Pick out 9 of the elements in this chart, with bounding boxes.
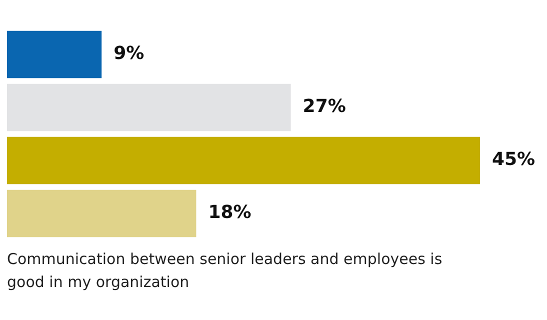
data-label: 45% — [492, 149, 536, 170]
bar — [7, 136, 480, 184]
data-label: 9% — [114, 43, 144, 64]
data-label: 18% — [208, 202, 252, 224]
bar — [7, 30, 102, 78]
bar — [7, 190, 196, 238]
data-label: 27% — [302, 96, 346, 118]
bar — [7, 84, 291, 132]
text: Communication between senior leaders and employees is good in my organization — [7, 249, 444, 293]
